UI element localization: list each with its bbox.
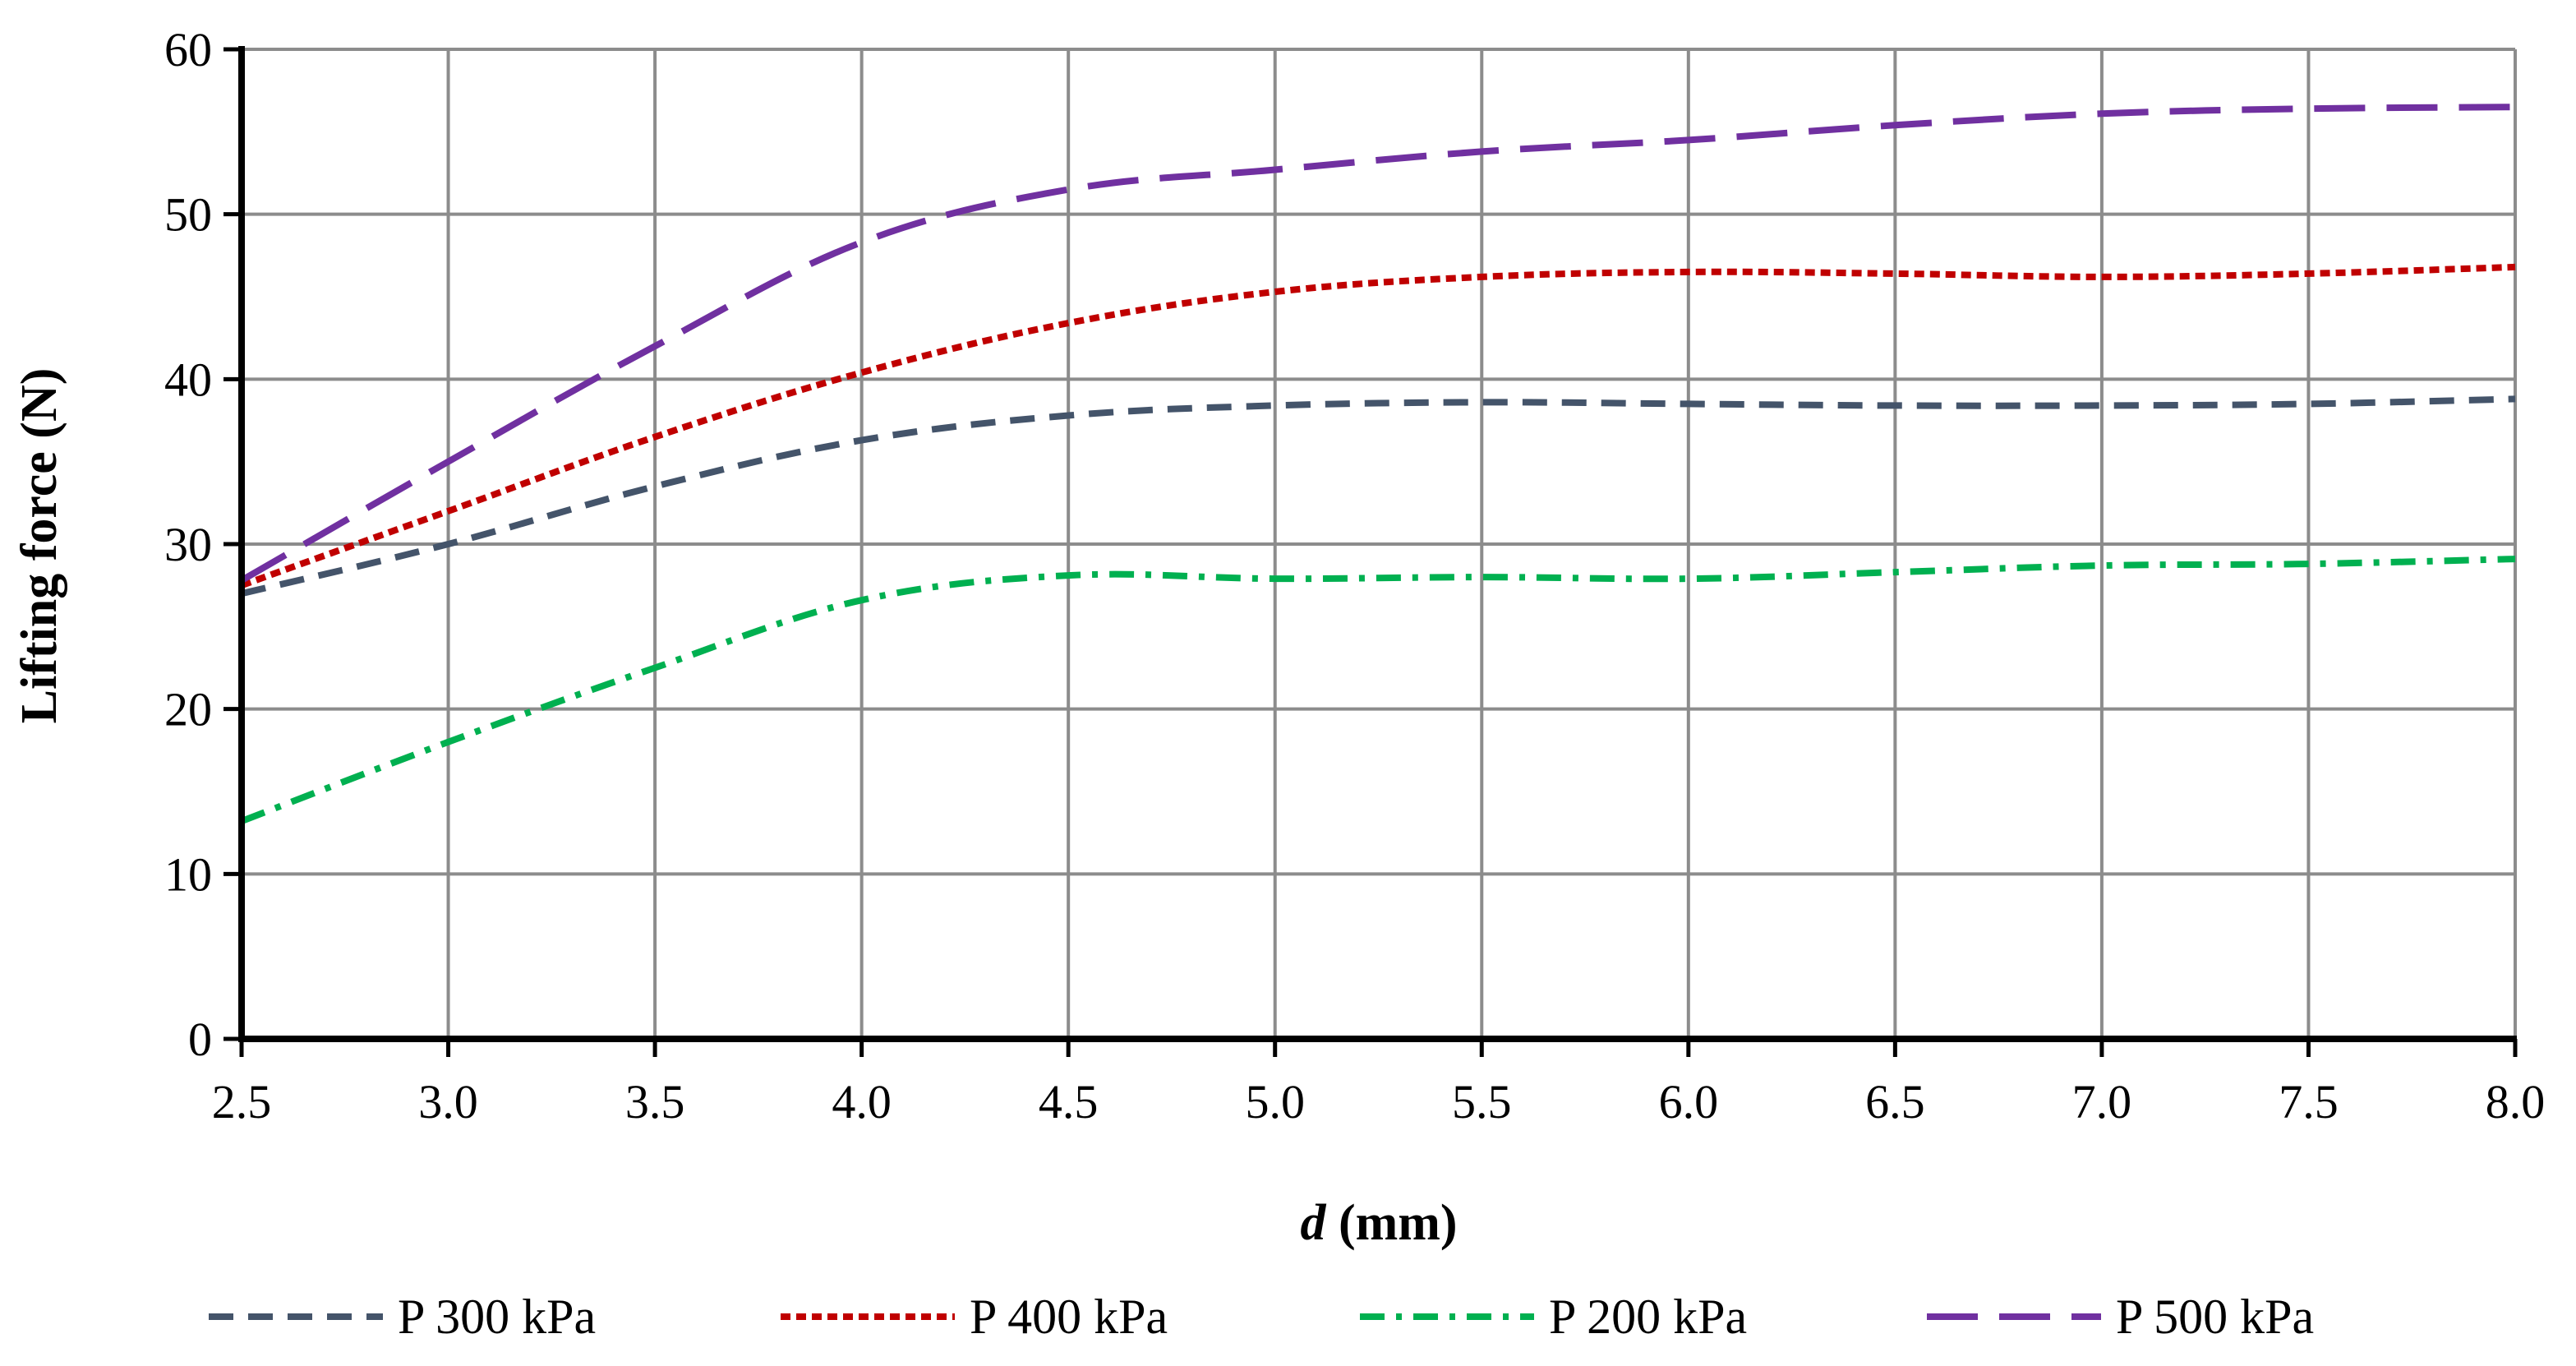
y-axis-title: Lifting force (N) [12, 368, 67, 724]
y-tick-label: 50 [164, 188, 212, 242]
x-tick-label: 7.5 [2279, 1075, 2339, 1128]
series-line-p-500-kpa [240, 104, 2516, 584]
grid-lines [242, 48, 2517, 1039]
series-lines [240, 104, 2516, 824]
legend-label-p-500-kpa: P 500 kPa [2116, 1290, 2314, 1344]
y-tick-label: 30 [164, 518, 212, 571]
x-tick-label: 3.5 [625, 1075, 685, 1128]
x-tick-label: 4.5 [1039, 1075, 1099, 1128]
x-tick-labels: 2.5 3.0 3.5 4.0 4.5 5.0 5.5 6.0 6.5 7.0 7.5 8.0 [212, 1075, 2546, 1128]
y-tick-label: 60 [164, 23, 212, 76]
x-tick-label: 5.5 [1452, 1075, 1512, 1128]
legend: P 300 kPa P 400 kPa P 200 kPa P 500 kPa [209, 1290, 2314, 1344]
x-tick-label: 3.0 [418, 1075, 478, 1128]
x-axis-title-variable: d [1300, 1195, 1326, 1251]
series-line-p-400-kpa [240, 263, 2516, 588]
x-tick-label: 7.0 [2072, 1075, 2132, 1128]
series-line-p-200-kpa [240, 556, 2516, 824]
legend-label-p-200-kpa: P 200 kPa [1549, 1290, 1747, 1344]
x-axis-title-unit: (mm) [1325, 1195, 1457, 1251]
y-tick-label: 10 [164, 847, 212, 901]
y-tick-label: 0 [188, 1013, 212, 1066]
x-tick-label: 5.0 [1245, 1075, 1305, 1128]
axes [223, 46, 2518, 1057]
y-tick-label: 20 [164, 683, 212, 736]
x-tick-label: 6.0 [1659, 1075, 1719, 1128]
x-tick-label: 6.5 [1865, 1075, 1925, 1128]
x-tick-label: 8.0 [2486, 1075, 2546, 1128]
series-line-p-300-kpa [241, 395, 2516, 598]
x-tick-label: 4.0 [832, 1075, 892, 1128]
y-tick-label: 40 [164, 353, 212, 406]
legend-label-p-300-kpa: P 300 kPa [398, 1290, 596, 1344]
x-axis-title: d (mm) [1300, 1195, 1457, 1251]
legend-label-p-400-kpa: P 400 kPa [970, 1290, 1168, 1344]
y-tick-labels: 0 10 20 30 40 50 60 [164, 23, 212, 1066]
x-tick-label: 2.5 [212, 1075, 272, 1128]
